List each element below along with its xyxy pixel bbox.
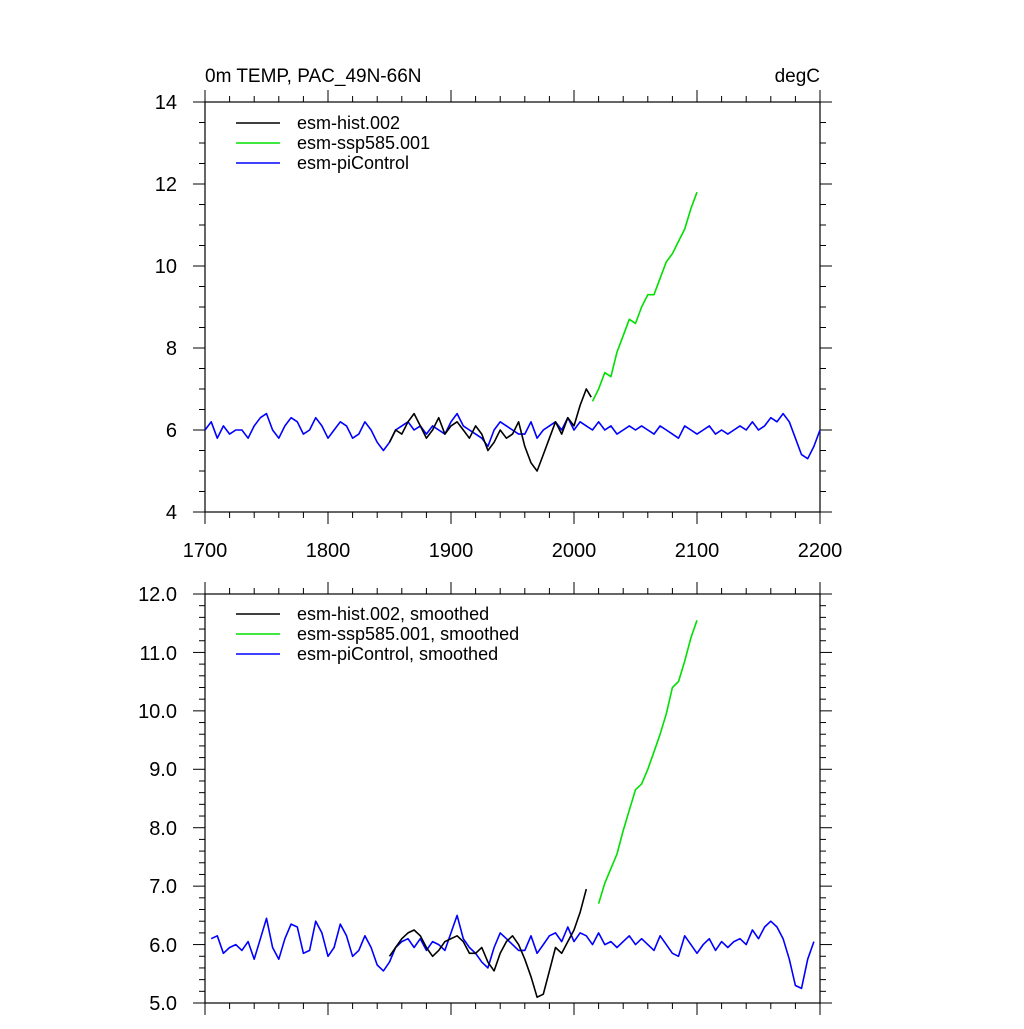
- panel-top: 0m TEMP, PAC_49N-66N degC 4 6 8 10 12 14…: [155, 66, 843, 562]
- legend-label: esm-hist.002, smoothed: [297, 604, 489, 624]
- series-line-esm-ssp585-001-smoothed: [597, 620, 698, 904]
- y-tick-label: 7.0: [149, 876, 177, 898]
- panel-bottom: 5.0 6.0 7.0 8.0 9.0 10.0 11.0 12.0 esm-h…: [138, 582, 832, 1015]
- series-line-esm-ssp585-001: [591, 191, 698, 402]
- x-tick-label: 1700: [183, 540, 228, 562]
- y-tick-label: 12.0: [138, 584, 177, 606]
- y-tick-label: 6.0: [149, 935, 177, 957]
- x-tick-label: 1900: [429, 540, 474, 562]
- x-tick-label: 2100: [675, 540, 720, 562]
- series-line-esm-hist-002-smoothed: [388, 888, 588, 999]
- x-tick-label: 2000: [552, 540, 597, 562]
- chart-title-top: 0m TEMP, PAC_49N-66N: [205, 66, 421, 87]
- series-line-esm-picontrol-smoothed: [210, 914, 815, 990]
- y-tick-labels-top: 4 6 8 10 12 14: [155, 92, 177, 524]
- y-tick-label: 10: [155, 256, 177, 278]
- y-tick-label: 4: [166, 502, 177, 524]
- plot-frame-bottom: [204, 593, 821, 1004]
- y-tick-label: 12: [155, 174, 177, 196]
- y-tick-label: 14: [155, 92, 177, 114]
- y-tick-label: 8: [166, 338, 177, 360]
- x-tick-labels-top: 1700 1800 1900 2000 2100 2200: [183, 540, 843, 562]
- series-group-top: [204, 191, 821, 472]
- legend-label: esm-ssp585.001: [297, 133, 430, 153]
- series-line-esm-picontrol: [204, 412, 821, 460]
- legend-label: esm-ssp585.001, smoothed: [297, 624, 519, 644]
- x-tick-label: 1800: [306, 540, 351, 562]
- y-tick-label: 10.0: [138, 701, 177, 723]
- y-tick-label: 9.0: [149, 759, 177, 781]
- y-tick-labels-bottom: 5.0 6.0 7.0 8.0 9.0 10.0 11.0 12.0: [138, 584, 177, 1015]
- legend-bottom: esm-hist.002, smoothed esm-ssp585.001, s…: [236, 604, 519, 664]
- y-tick-label: 5.0: [149, 993, 177, 1015]
- tick-marks-top: [193, 90, 832, 524]
- y-tick-label: 6: [166, 420, 177, 442]
- legend-label: esm-hist.002: [297, 113, 400, 133]
- units-label-top: degC: [775, 66, 820, 87]
- legend-label: esm-piControl, smoothed: [297, 644, 498, 664]
- series-line-esm-hist-002: [388, 388, 592, 472]
- y-tick-label: 8.0: [149, 818, 177, 840]
- series-group-bottom: [210, 620, 815, 999]
- tick-marks-bottom: [193, 582, 832, 1015]
- legend-label: esm-piControl: [297, 153, 409, 173]
- legend-top: esm-hist.002 esm-ssp585.001 esm-piContro…: [236, 113, 430, 173]
- y-tick-label: 11.0: [140, 643, 177, 665]
- x-tick-label: 2200: [798, 540, 843, 562]
